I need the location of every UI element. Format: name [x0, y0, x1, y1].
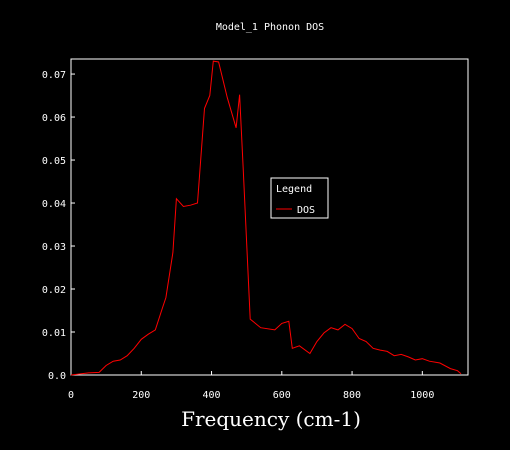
legend-label-dos: DOS — [297, 205, 315, 216]
x-axis-label: Frequency (cm-1) — [181, 407, 361, 431]
x-tick-label: 0 — [68, 390, 74, 401]
chart-title: Model_1 Phonon DOS — [216, 22, 324, 33]
x-tick-label: 600 — [273, 390, 291, 401]
x-axis: 0 200 400 600 800 1000 — [68, 371, 434, 401]
y-tick-label: 0.06 — [42, 113, 66, 124]
y-axis: 0.0 0.01 0.02 0.03 0.04 0.05 0.06 0.07 — [42, 70, 75, 382]
y-tick-label: 0.0 — [48, 371, 66, 382]
legend: Legend DOS — [270, 177, 329, 219]
y-tick-label: 0.05 — [42, 156, 66, 167]
y-tick-label: 0.03 — [42, 242, 66, 253]
series-line-dos — [70, 60, 462, 376]
legend-box — [270, 177, 329, 219]
x-tick-label: 400 — [202, 390, 220, 401]
x-tick-label: 200 — [132, 390, 150, 401]
x-tick-label: 1000 — [410, 390, 434, 401]
plot-area — [70, 58, 469, 376]
y-tick-label: 0.01 — [42, 328, 66, 339]
y-tick-label: 0.04 — [42, 199, 66, 210]
y-tick-label: 0.07 — [42, 70, 66, 81]
x-tick-label: 800 — [343, 390, 361, 401]
y-tick-label: 0.02 — [42, 285, 66, 296]
legend-title: Legend — [276, 184, 312, 195]
